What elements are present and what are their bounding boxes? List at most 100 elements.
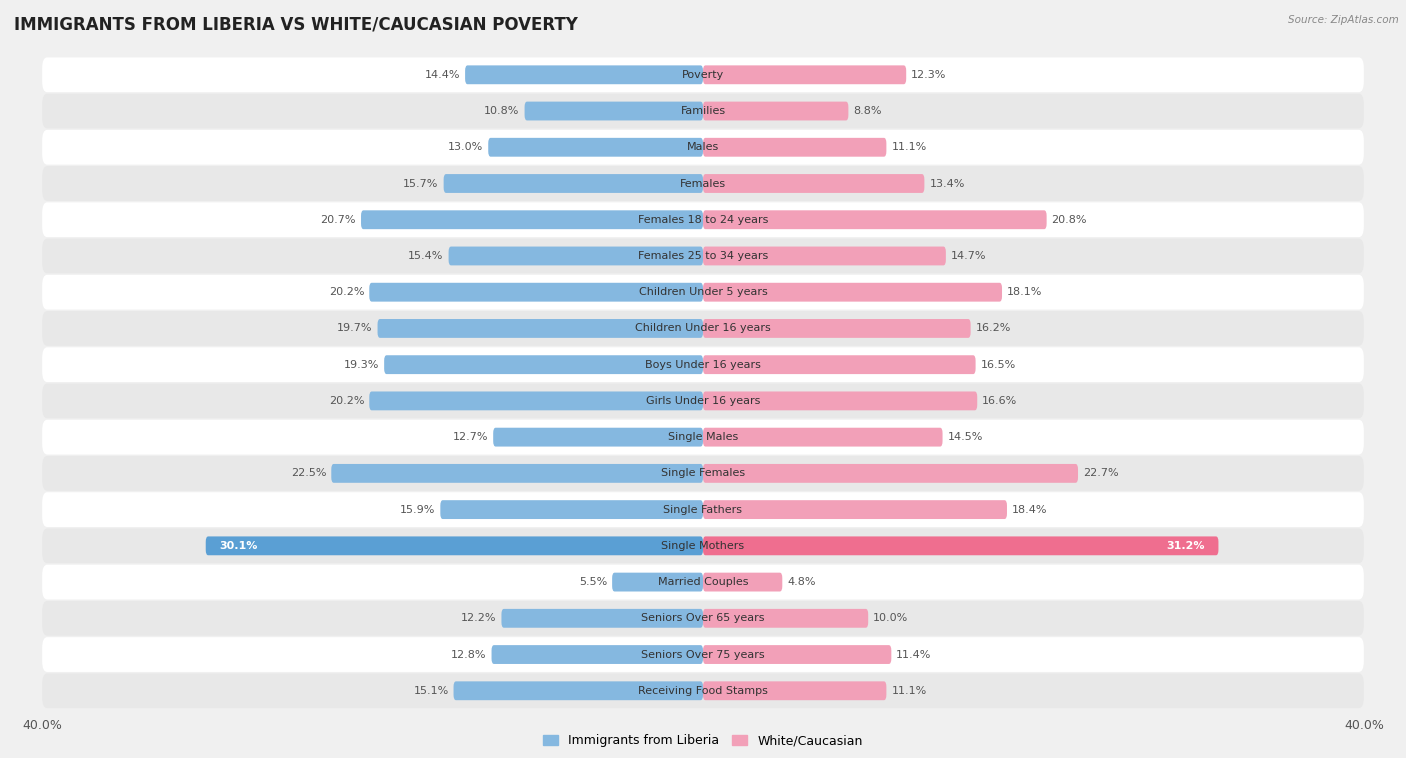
FancyBboxPatch shape xyxy=(465,65,703,84)
FancyBboxPatch shape xyxy=(703,356,976,374)
FancyBboxPatch shape xyxy=(42,637,1364,672)
FancyBboxPatch shape xyxy=(502,609,703,628)
FancyBboxPatch shape xyxy=(703,65,907,84)
FancyBboxPatch shape xyxy=(42,311,1364,346)
Text: Single Males: Single Males xyxy=(668,432,738,442)
Text: 14.4%: 14.4% xyxy=(425,70,460,80)
FancyBboxPatch shape xyxy=(42,58,1364,92)
FancyBboxPatch shape xyxy=(612,572,703,591)
FancyBboxPatch shape xyxy=(42,384,1364,418)
Text: 13.4%: 13.4% xyxy=(929,178,965,189)
FancyBboxPatch shape xyxy=(703,572,782,591)
FancyBboxPatch shape xyxy=(42,456,1364,490)
Text: 5.5%: 5.5% xyxy=(579,577,607,587)
Text: Single Fathers: Single Fathers xyxy=(664,505,742,515)
FancyBboxPatch shape xyxy=(703,391,977,410)
Text: 15.7%: 15.7% xyxy=(404,178,439,189)
FancyBboxPatch shape xyxy=(42,492,1364,527)
Text: 18.1%: 18.1% xyxy=(1007,287,1042,297)
Text: Females: Females xyxy=(681,178,725,189)
FancyBboxPatch shape xyxy=(703,464,1078,483)
FancyBboxPatch shape xyxy=(454,681,703,700)
Text: 16.6%: 16.6% xyxy=(983,396,1018,406)
Text: 18.4%: 18.4% xyxy=(1012,505,1047,515)
FancyBboxPatch shape xyxy=(361,210,703,229)
FancyBboxPatch shape xyxy=(492,645,703,664)
FancyBboxPatch shape xyxy=(42,130,1364,164)
Text: Families: Families xyxy=(681,106,725,116)
FancyBboxPatch shape xyxy=(703,609,868,628)
Text: Source: ZipAtlas.com: Source: ZipAtlas.com xyxy=(1288,15,1399,25)
Text: 31.2%: 31.2% xyxy=(1167,541,1205,551)
Text: 14.5%: 14.5% xyxy=(948,432,983,442)
Text: 12.7%: 12.7% xyxy=(453,432,488,442)
FancyBboxPatch shape xyxy=(488,138,703,157)
Text: 15.9%: 15.9% xyxy=(399,505,436,515)
Text: 22.5%: 22.5% xyxy=(291,468,326,478)
Text: 12.8%: 12.8% xyxy=(451,650,486,659)
FancyBboxPatch shape xyxy=(703,645,891,664)
Text: 19.7%: 19.7% xyxy=(337,324,373,334)
FancyBboxPatch shape xyxy=(703,210,1046,229)
Text: 8.8%: 8.8% xyxy=(853,106,882,116)
Text: 12.3%: 12.3% xyxy=(911,70,946,80)
FancyBboxPatch shape xyxy=(703,500,1007,519)
FancyBboxPatch shape xyxy=(444,174,703,193)
Text: 12.2%: 12.2% xyxy=(461,613,496,623)
FancyBboxPatch shape xyxy=(703,283,1002,302)
Text: 13.0%: 13.0% xyxy=(449,143,484,152)
Text: 19.3%: 19.3% xyxy=(344,360,380,370)
Text: 15.4%: 15.4% xyxy=(408,251,444,261)
Legend: Immigrants from Liberia, White/Caucasian: Immigrants from Liberia, White/Caucasian xyxy=(538,729,868,753)
FancyBboxPatch shape xyxy=(42,94,1364,128)
FancyBboxPatch shape xyxy=(42,239,1364,274)
FancyBboxPatch shape xyxy=(42,528,1364,563)
FancyBboxPatch shape xyxy=(703,428,942,446)
FancyBboxPatch shape xyxy=(384,356,703,374)
Text: Married Couples: Married Couples xyxy=(658,577,748,587)
FancyBboxPatch shape xyxy=(42,420,1364,455)
Text: 20.8%: 20.8% xyxy=(1052,215,1087,224)
Text: Seniors Over 75 years: Seniors Over 75 years xyxy=(641,650,765,659)
Text: Females 25 to 34 years: Females 25 to 34 years xyxy=(638,251,768,261)
FancyBboxPatch shape xyxy=(440,500,703,519)
FancyBboxPatch shape xyxy=(703,537,1219,556)
Text: 20.2%: 20.2% xyxy=(329,396,364,406)
Text: 16.5%: 16.5% xyxy=(980,360,1015,370)
Text: Single Females: Single Females xyxy=(661,468,745,478)
Text: Receiving Food Stamps: Receiving Food Stamps xyxy=(638,686,768,696)
Text: 11.1%: 11.1% xyxy=(891,143,927,152)
Text: 10.0%: 10.0% xyxy=(873,613,908,623)
Text: Poverty: Poverty xyxy=(682,70,724,80)
Text: IMMIGRANTS FROM LIBERIA VS WHITE/CAUCASIAN POVERTY: IMMIGRANTS FROM LIBERIA VS WHITE/CAUCASI… xyxy=(14,15,578,33)
FancyBboxPatch shape xyxy=(524,102,703,121)
Text: Single Mothers: Single Mothers xyxy=(661,541,745,551)
FancyBboxPatch shape xyxy=(205,537,703,556)
FancyBboxPatch shape xyxy=(703,681,886,700)
FancyBboxPatch shape xyxy=(703,319,970,338)
FancyBboxPatch shape xyxy=(703,246,946,265)
Text: 20.7%: 20.7% xyxy=(321,215,356,224)
Text: 16.2%: 16.2% xyxy=(976,324,1011,334)
Text: 10.8%: 10.8% xyxy=(484,106,520,116)
FancyBboxPatch shape xyxy=(42,166,1364,201)
FancyBboxPatch shape xyxy=(42,275,1364,309)
Text: Boys Under 16 years: Boys Under 16 years xyxy=(645,360,761,370)
Text: 15.1%: 15.1% xyxy=(413,686,449,696)
FancyBboxPatch shape xyxy=(703,138,886,157)
FancyBboxPatch shape xyxy=(42,347,1364,382)
FancyBboxPatch shape xyxy=(449,246,703,265)
FancyBboxPatch shape xyxy=(332,464,703,483)
FancyBboxPatch shape xyxy=(703,174,924,193)
FancyBboxPatch shape xyxy=(703,102,848,121)
FancyBboxPatch shape xyxy=(42,673,1364,708)
FancyBboxPatch shape xyxy=(378,319,703,338)
Text: 30.1%: 30.1% xyxy=(219,541,257,551)
Text: Seniors Over 65 years: Seniors Over 65 years xyxy=(641,613,765,623)
Text: Children Under 16 years: Children Under 16 years xyxy=(636,324,770,334)
Text: 4.8%: 4.8% xyxy=(787,577,815,587)
Text: 11.1%: 11.1% xyxy=(891,686,927,696)
Text: Children Under 5 years: Children Under 5 years xyxy=(638,287,768,297)
FancyBboxPatch shape xyxy=(42,601,1364,636)
Text: 22.7%: 22.7% xyxy=(1083,468,1119,478)
